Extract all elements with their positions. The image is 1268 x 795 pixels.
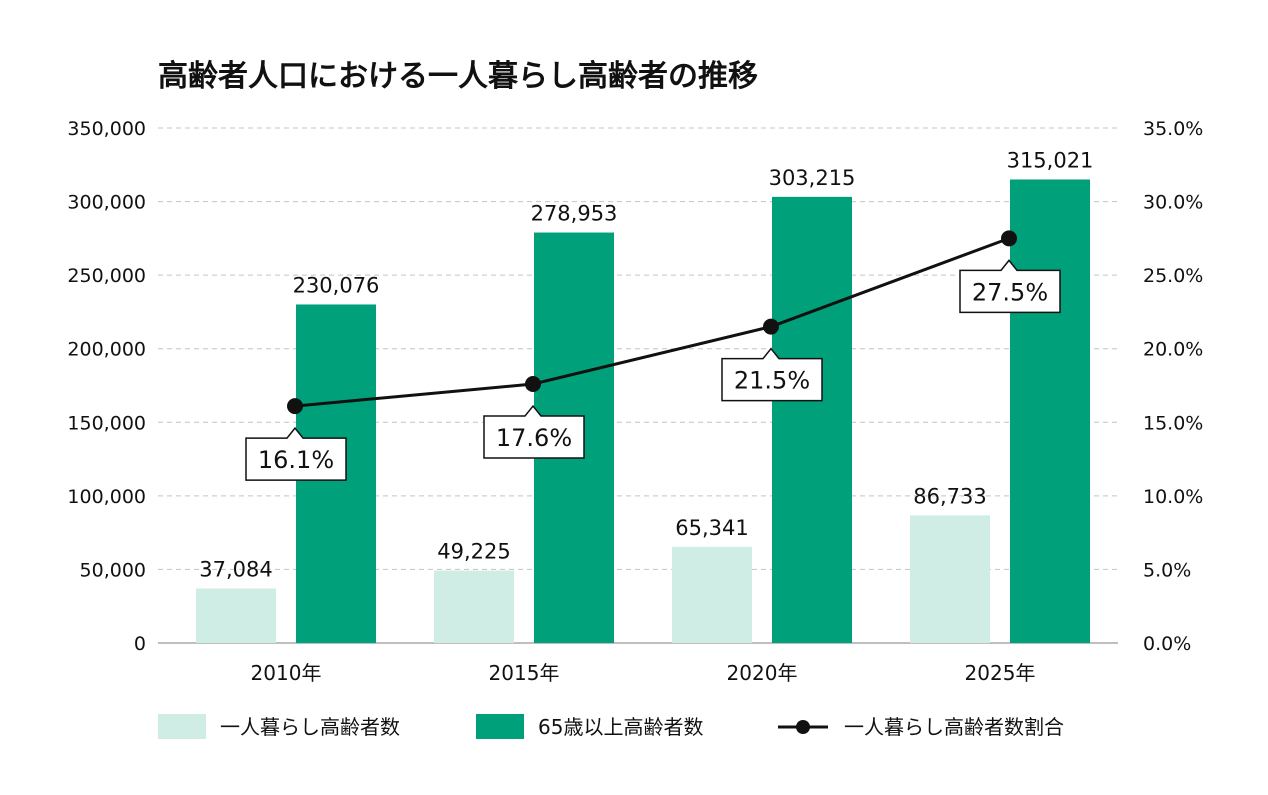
- ratio-callout-box: [483, 404, 585, 459]
- legend-swatch: [476, 714, 524, 739]
- legend: 一人暮らし高齢者数 65歳以上高齢者数 一人暮らし高齢者数割合: [158, 714, 1064, 739]
- ratio-callout-label: 17.6%: [496, 424, 572, 452]
- bar-data-labels: 37,084 230,076 49,225 278,953 65,341 303,215 8…: [199, 148, 1093, 581]
- right-tick-label: 20.0%: [1143, 339, 1203, 361]
- bar-value-label: 303,215: [769, 166, 856, 190]
- ratio-callout-label: 21.5%: [734, 367, 810, 395]
- right-tick-label: 10.0%: [1143, 486, 1203, 508]
- right-tick-label: 5.0%: [1143, 559, 1191, 581]
- left-tick-label: 350,000: [67, 118, 146, 140]
- ratio-callout-box: [245, 426, 347, 481]
- right-tick-label: 30.0%: [1143, 192, 1203, 214]
- right-axis-ticks: 0.0% 5.0% 10.0% 15.0% 20.0% 25.0% 30.0% 35.0%: [1143, 118, 1203, 655]
- bar-value-label: 86,733: [913, 484, 986, 508]
- bar-value-label: 65,341: [675, 516, 748, 540]
- legend-label: 一人暮らし高齢者数: [220, 715, 400, 739]
- bar-single: [434, 570, 514, 643]
- left-tick-label: 250,000: [67, 265, 146, 287]
- bar-single: [672, 546, 752, 643]
- bar-value-label: 315,021: [1007, 148, 1094, 172]
- ratio-point: [287, 398, 303, 415]
- ratio-point: [763, 318, 779, 335]
- x-axis-ticks: 2010年 2015年 2020年 2025年: [251, 661, 1036, 685]
- left-tick-label: 0: [134, 633, 146, 655]
- bars: [196, 179, 1090, 643]
- left-tick-label: 50,000: [80, 559, 146, 581]
- x-tick-label: 2025年: [965, 661, 1036, 685]
- right-tick-label: 0.0%: [1143, 633, 1191, 655]
- ratio-callout-box: [959, 259, 1061, 314]
- right-tick-label: 15.0%: [1143, 412, 1203, 434]
- legend-label: 65歳以上高齢者数: [538, 715, 703, 739]
- legend-label: 一人暮らし高齢者数割合: [844, 715, 1064, 739]
- ratio-callout-box: [721, 347, 823, 402]
- bar-single: [910, 515, 990, 643]
- ratio-line-path: [294, 236, 1010, 408]
- x-tick-label: 2020年: [727, 661, 798, 685]
- bar-elderly: [772, 196, 852, 643]
- legend-point-swatch: [796, 720, 810, 734]
- right-tick-label: 35.0%: [1143, 118, 1203, 140]
- bar-single: [196, 588, 276, 643]
- left-tick-label: 100,000: [67, 486, 146, 508]
- chart-title: 高齢者人口における一人暮らし高齢者の推移: [158, 59, 758, 94]
- x-tick-label: 2015年: [489, 661, 560, 685]
- bar-value-label: 49,225: [437, 540, 510, 564]
- left-tick-label: 150,000: [67, 412, 146, 434]
- ratio-point: [525, 376, 541, 393]
- ratio-line: 16.1% 17.6% 21.5% 27.5%: [245, 230, 1061, 481]
- right-tick-label: 25.0%: [1143, 265, 1203, 287]
- bar-value-label: 230,076: [293, 273, 380, 297]
- bar-value-label: 37,084: [199, 557, 272, 581]
- ratio-callout-label: 27.5%: [972, 278, 1048, 306]
- left-axis-ticks: 0 50,000 100,000 150,000 200,000 250,000 300,0…: [67, 118, 146, 655]
- x-tick-label: 2010年: [251, 661, 322, 685]
- ratio-callout-label: 16.1%: [258, 446, 334, 474]
- ratio-point: [1001, 230, 1017, 247]
- bar-elderly: [1010, 179, 1090, 643]
- left-tick-label: 300,000: [67, 192, 146, 214]
- legend-swatch: [158, 714, 206, 739]
- left-tick-label: 200,000: [67, 339, 146, 361]
- bar-value-label: 278,953: [531, 202, 618, 226]
